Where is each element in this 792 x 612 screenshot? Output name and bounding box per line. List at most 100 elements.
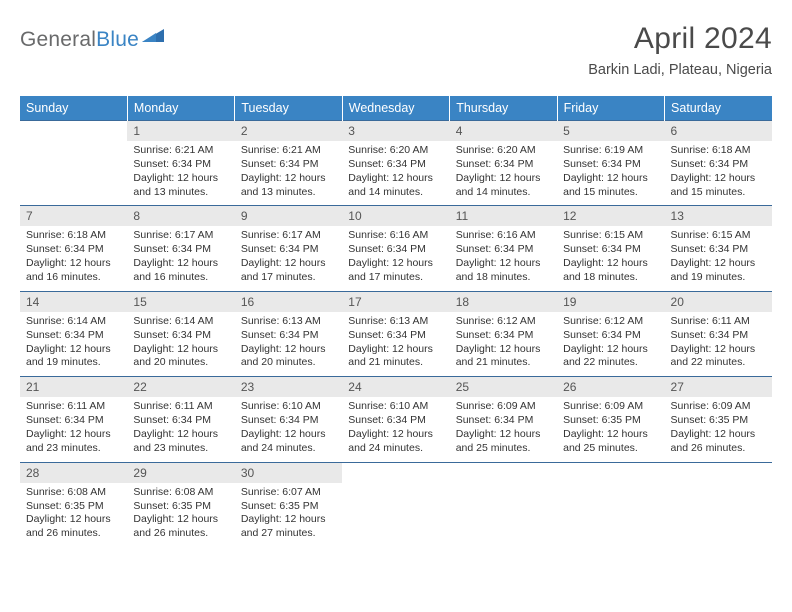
day-number-cell: 8 xyxy=(127,206,234,227)
cell-line: Sunrise: 6:14 AM xyxy=(133,315,228,329)
cell-line: Sunrise: 6:20 AM xyxy=(456,144,551,158)
cell-line: Sunset: 6:35 PM xyxy=(671,414,766,428)
cell-line: Daylight: 12 hours xyxy=(133,513,228,527)
day-number-cell: 24 xyxy=(342,377,449,398)
cell-line: Daylight: 12 hours xyxy=(26,428,121,442)
day-data-cell: Sunrise: 6:10 AMSunset: 6:34 PMDaylight:… xyxy=(342,397,449,462)
day-header-row: Sunday Monday Tuesday Wednesday Thursday… xyxy=(20,96,772,121)
cell-line: Sunrise: 6:11 AM xyxy=(26,400,121,414)
cell-line: Daylight: 12 hours xyxy=(241,513,336,527)
cell-line: Daylight: 12 hours xyxy=(563,428,658,442)
cell-line: Daylight: 12 hours xyxy=(241,257,336,271)
day-data-cell: Sunrise: 6:18 AMSunset: 6:34 PMDaylight:… xyxy=(665,141,772,206)
cell-line: and 16 minutes. xyxy=(26,271,121,285)
cell-line: Sunrise: 6:16 AM xyxy=(348,229,443,243)
cell-line: Sunrise: 6:18 AM xyxy=(671,144,766,158)
cell-line: Daylight: 12 hours xyxy=(671,257,766,271)
day-number-cell: 2 xyxy=(235,121,342,142)
cell-line: Daylight: 12 hours xyxy=(456,257,551,271)
day-data-cell: Sunrise: 6:17 AMSunset: 6:34 PMDaylight:… xyxy=(235,226,342,291)
cell-line: Sunset: 6:34 PM xyxy=(563,243,658,257)
day-number-cell: 30 xyxy=(235,462,342,483)
day-data-cell: Sunrise: 6:16 AMSunset: 6:34 PMDaylight:… xyxy=(450,226,557,291)
dayhead-monday: Monday xyxy=(127,96,234,121)
cell-line: Daylight: 12 hours xyxy=(348,428,443,442)
cell-line: and 19 minutes. xyxy=(671,271,766,285)
dayhead-thursday: Thursday xyxy=(450,96,557,121)
day-number-cell xyxy=(342,462,449,483)
cell-line: Sunset: 6:35 PM xyxy=(133,500,228,514)
day-data-cell: Sunrise: 6:21 AMSunset: 6:34 PMDaylight:… xyxy=(127,141,234,206)
day-data-cell: Sunrise: 6:20 AMSunset: 6:34 PMDaylight:… xyxy=(342,141,449,206)
cell-line: Sunset: 6:34 PM xyxy=(26,243,121,257)
cell-line: and 25 minutes. xyxy=(563,442,658,456)
cell-line: Daylight: 12 hours xyxy=(133,428,228,442)
cell-line: Sunset: 6:35 PM xyxy=(563,414,658,428)
dayhead-tuesday: Tuesday xyxy=(235,96,342,121)
cell-line: and 26 minutes. xyxy=(26,527,121,541)
day-number-cell: 20 xyxy=(665,291,772,312)
cell-line: and 24 minutes. xyxy=(241,442,336,456)
cell-line: Daylight: 12 hours xyxy=(456,428,551,442)
cell-line: Daylight: 12 hours xyxy=(241,343,336,357)
day-data-cell: Sunrise: 6:18 AMSunset: 6:34 PMDaylight:… xyxy=(20,226,127,291)
cell-line: and 16 minutes. xyxy=(133,271,228,285)
cell-line: Sunset: 6:34 PM xyxy=(348,243,443,257)
day-data-cell: Sunrise: 6:08 AMSunset: 6:35 PMDaylight:… xyxy=(20,483,127,547)
day-number-cell: 7 xyxy=(20,206,127,227)
cell-line: Sunset: 6:35 PM xyxy=(241,500,336,514)
day-data-cell: Sunrise: 6:19 AMSunset: 6:34 PMDaylight:… xyxy=(557,141,664,206)
day-number-cell: 5 xyxy=(557,121,664,142)
day-data-cell xyxy=(557,483,664,547)
day-number-cell: 10 xyxy=(342,206,449,227)
day-number-row: 21222324252627 xyxy=(20,377,772,398)
day-number-cell xyxy=(665,462,772,483)
day-number-cell: 28 xyxy=(20,462,127,483)
day-number-cell: 4 xyxy=(450,121,557,142)
cell-line: Daylight: 12 hours xyxy=(241,428,336,442)
day-number-cell: 17 xyxy=(342,291,449,312)
cell-line: Sunset: 6:34 PM xyxy=(26,414,121,428)
cell-line: Daylight: 12 hours xyxy=(133,343,228,357)
day-data-cell: Sunrise: 6:12 AMSunset: 6:34 PMDaylight:… xyxy=(450,312,557,377)
month-title: April 2024 xyxy=(588,22,772,56)
cell-line: Sunrise: 6:10 AM xyxy=(241,400,336,414)
day-data-cell: Sunrise: 6:11 AMSunset: 6:34 PMDaylight:… xyxy=(127,397,234,462)
day-number-cell: 19 xyxy=(557,291,664,312)
cell-line: and 13 minutes. xyxy=(133,186,228,200)
day-number-cell: 12 xyxy=(557,206,664,227)
day-data-cell: Sunrise: 6:09 AMSunset: 6:34 PMDaylight:… xyxy=(450,397,557,462)
cell-line: Daylight: 12 hours xyxy=(671,172,766,186)
cell-line: Sunset: 6:34 PM xyxy=(671,158,766,172)
day-data-cell: Sunrise: 6:15 AMSunset: 6:34 PMDaylight:… xyxy=(665,226,772,291)
dayhead-saturday: Saturday xyxy=(665,96,772,121)
cell-line: and 20 minutes. xyxy=(133,356,228,370)
cell-line: Sunrise: 6:07 AM xyxy=(241,486,336,500)
cell-line: Daylight: 12 hours xyxy=(456,343,551,357)
day-number-row: 78910111213 xyxy=(20,206,772,227)
cell-line: Sunrise: 6:18 AM xyxy=(26,229,121,243)
cell-line: and 15 minutes. xyxy=(563,186,658,200)
day-number-cell: 26 xyxy=(557,377,664,398)
cell-line: and 21 minutes. xyxy=(348,356,443,370)
dayhead-wednesday: Wednesday xyxy=(342,96,449,121)
day-number-cell: 18 xyxy=(450,291,557,312)
day-number-row: 123456 xyxy=(20,121,772,142)
day-number-cell: 14 xyxy=(20,291,127,312)
cell-line: and 17 minutes. xyxy=(348,271,443,285)
cell-line: Sunrise: 6:16 AM xyxy=(456,229,551,243)
day-data-cell: Sunrise: 6:11 AMSunset: 6:34 PMDaylight:… xyxy=(665,312,772,377)
cell-line: Sunrise: 6:09 AM xyxy=(671,400,766,414)
cell-line: Sunset: 6:34 PM xyxy=(133,414,228,428)
cell-line: Daylight: 12 hours xyxy=(348,343,443,357)
day-number-cell: 21 xyxy=(20,377,127,398)
day-number-cell: 15 xyxy=(127,291,234,312)
cell-line: Sunrise: 6:20 AM xyxy=(348,144,443,158)
cell-line: Sunset: 6:34 PM xyxy=(456,329,551,343)
cell-line: and 20 minutes. xyxy=(241,356,336,370)
cell-line: Sunset: 6:34 PM xyxy=(456,158,551,172)
day-number-cell xyxy=(450,462,557,483)
header: GeneralBlue April 2024 Barkin Ladi, Plat… xyxy=(20,22,772,78)
cell-line: and 22 minutes. xyxy=(671,356,766,370)
cell-line: Sunrise: 6:08 AM xyxy=(26,486,121,500)
